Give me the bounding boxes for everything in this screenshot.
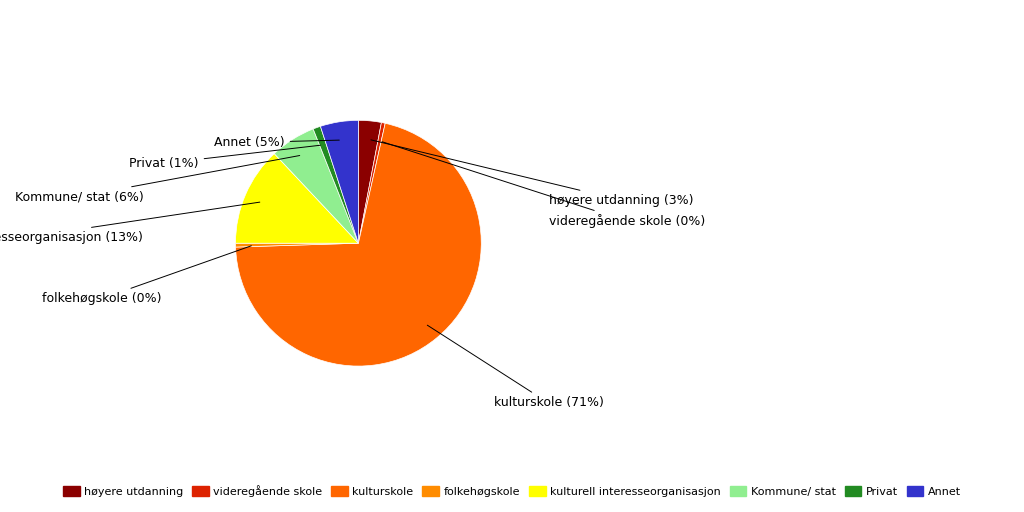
Text: folkehøgskole (0%): folkehøgskole (0%) — [42, 246, 251, 305]
Wedge shape — [321, 120, 358, 243]
Text: Annet (5%): Annet (5%) — [214, 136, 339, 149]
Text: Kommune/ stat (6%): Kommune/ stat (6%) — [14, 156, 300, 203]
Text: videregående skole (0%): videregående skole (0%) — [382, 142, 706, 228]
Wedge shape — [358, 120, 381, 243]
Text: høyere utdanning (3%): høyere utdanning (3%) — [371, 140, 693, 207]
Wedge shape — [313, 126, 358, 243]
Text: kulturell interesseorganisasjon (13%): kulturell interesseorganisasjon (13%) — [0, 202, 260, 244]
Wedge shape — [236, 243, 358, 247]
Wedge shape — [236, 123, 481, 366]
Legend: høyere utdanning, videregående skole, kulturskole, folkehøgskole, kulturell inte: høyere utdanning, videregående skole, ku… — [58, 481, 966, 501]
Wedge shape — [236, 154, 358, 243]
Text: kulturskole (71%): kulturskole (71%) — [427, 325, 603, 410]
Wedge shape — [274, 129, 358, 243]
Wedge shape — [358, 122, 385, 243]
Text: Privat (1%): Privat (1%) — [129, 145, 321, 170]
